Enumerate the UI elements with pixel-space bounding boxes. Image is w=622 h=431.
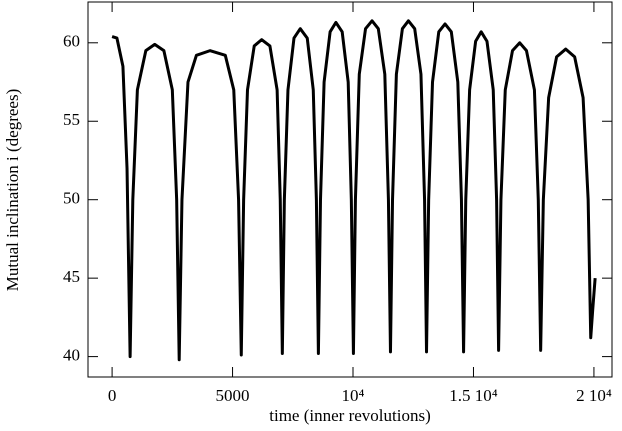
y-tick-label: 55 [63, 110, 80, 129]
x-axis-title: time (inner revolutions) [269, 406, 430, 425]
x-tick-label: 2 10⁴ [576, 386, 612, 405]
x-tick-label: 1.5 10⁴ [449, 386, 498, 405]
data-line [111, 19, 597, 362]
y-tick-label: 45 [63, 267, 80, 286]
y-tick-label: 40 [63, 346, 80, 365]
x-tick-label: 0 [108, 386, 117, 405]
y-tick-label: 50 [63, 189, 80, 208]
x-tick-label: 5000 [216, 386, 250, 405]
plot-frame [87, 1, 613, 378]
y-tick-label: 60 [63, 32, 80, 51]
y-axis-title: Mutual inclination i (degrees) [3, 89, 22, 292]
x-tick-label: 10⁴ [342, 386, 365, 405]
